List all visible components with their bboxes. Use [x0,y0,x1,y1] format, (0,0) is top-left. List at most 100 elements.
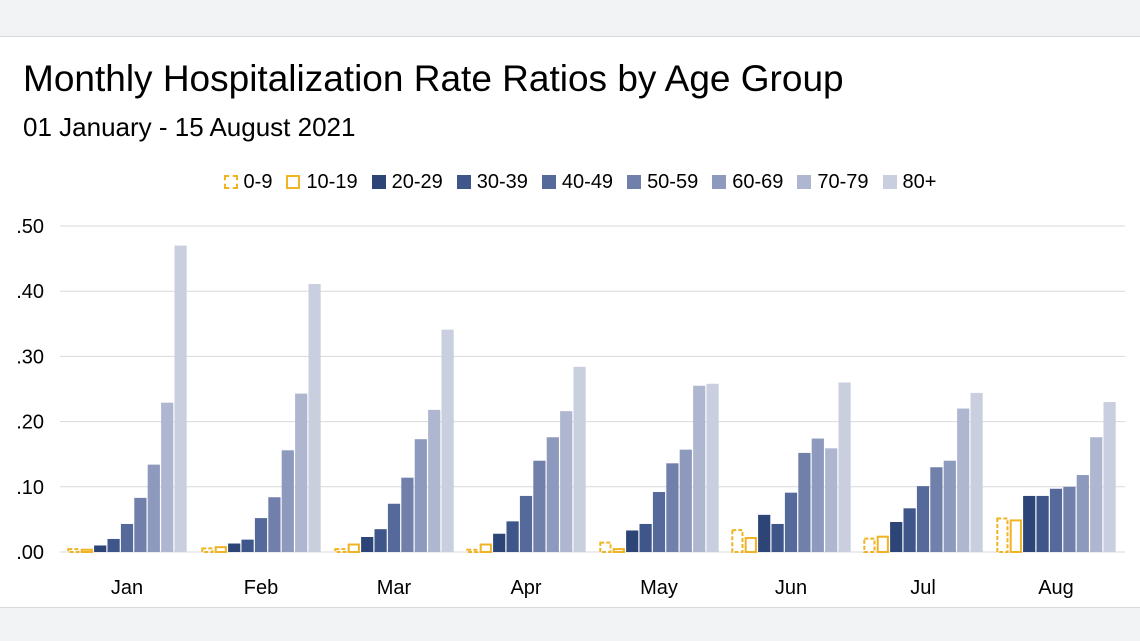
bar-feb-40-49 [254,518,268,552]
x-tick-label: Aug [1038,577,1074,599]
legend-label: 20-29 [391,170,443,193]
bar-aug-0-9 [996,517,1009,553]
bar-feb-20-29 [228,543,241,552]
legend-item: 60-69 [712,171,783,194]
legend-item: 30-39 [456,170,528,194]
bar-mar-50-59 [401,477,414,552]
bar-jan-40-49 [120,523,134,552]
x-tick-label: May [640,577,678,599]
chart-subtitle: 01 January - 15 August 2021 [23,112,356,142]
bar-aug-60-69 [1076,475,1089,552]
legend-swatch [456,175,471,189]
bar-may-70-79 [693,385,706,552]
bar-feb-70-79 [295,393,308,552]
bar-apr-10-19 [479,543,492,553]
bar-jun-50-59 [798,452,811,552]
bar-jul-30-39 [903,508,916,552]
bar-feb-80plus [308,284,321,552]
bar-jan-50-59 [134,497,147,552]
bar-aug-70-79 [1090,437,1103,552]
bar-mar-10-19 [347,543,360,553]
bar-may-30-39 [639,523,652,552]
legend-label: 70-79 [817,170,869,193]
bar-jun-80plus [838,382,851,552]
y-tick-label: .30 [16,346,44,368]
legend-label: 30-39 [476,170,528,193]
bar-may-0-9 [599,541,612,553]
bar-jul-70-79 [957,408,970,552]
bar-feb-50-59 [268,497,281,552]
bar-may-10-19 [612,548,625,554]
bar-mar-30-39 [374,529,387,552]
bar-apr-60-69 [546,437,559,552]
legend-item: 10-19 [286,170,358,194]
y-tick-label: .40 [16,281,44,303]
bar-mar-80plus [441,329,454,552]
x-tick-label: Feb [244,577,278,599]
bar-apr-40-49 [519,495,533,552]
bar-apr-70-79 [560,411,573,552]
bar-jun-70-79 [825,448,838,552]
bar-jun-60-69 [811,438,824,552]
bar-apr-50-59 [533,460,546,552]
bar-feb-0-9 [201,547,214,553]
legend-item: 0-9 [223,170,273,194]
x-tick-label: Mar [377,577,412,599]
bar-mar-40-49 [387,503,401,552]
legend-swatch [223,175,238,189]
bar-jan-80plus [174,245,187,552]
legend-swatch [882,175,897,189]
legend-label: 40-49 [561,170,614,193]
bar-jul-80plus [970,392,983,552]
bar-jan-30-39 [107,538,120,552]
bar-mar-20-29 [361,537,374,552]
bar-may-50-59 [666,463,679,552]
y-tick-label: .50 [16,216,44,238]
bar-feb-10-19 [214,546,227,554]
bar-mar-60-69 [414,439,427,552]
legend-label: 80+ [902,170,937,193]
x-tick-label: Jun [775,577,807,599]
x-tick-label: Jan [111,577,143,599]
legend-swatch [371,175,386,189]
bar-apr-0-9 [466,548,479,553]
bar-may-20-29 [626,530,639,552]
legend-item: 80+ [882,170,937,194]
legend-label: 10-19 [306,170,358,193]
bar-jun-40-49 [784,492,798,552]
bar-jul-10-19 [876,535,889,554]
legend-item: 50-59 [627,171,698,194]
bar-jan-60-69 [147,464,160,552]
bar-may-80plus [706,383,719,552]
bar-jun-30-39 [771,523,784,552]
bar-jun-0-9 [731,529,744,553]
legend-label: 0-9 [243,170,273,193]
chart-title: Monthly Hospitalization Rate Ratios by A… [23,58,844,99]
bar-jan-70-79 [161,402,174,552]
bar-jul-60-69 [943,460,956,552]
chart-legend: 0-9 10-19 20-29 30-39 40-49 50-59 60-69 70-79 80… [0,168,1140,196]
bar-apr-20-29 [493,533,506,552]
legend-label: 60-69 [732,170,784,193]
legend-swatch [712,175,727,189]
bar-aug-40-49 [1049,488,1063,552]
bar-jul-0-9 [863,537,876,554]
legend-swatch [627,175,642,189]
bar-jan-0-9 [67,548,80,554]
bar-mar-0-9 [334,548,347,554]
bar-mar-70-79 [428,409,441,552]
bar-jul-50-59 [930,467,943,552]
bar-aug-50-59 [1063,486,1076,552]
legend-item: 20-29 [371,170,443,194]
bar-aug-30-39 [1036,495,1049,552]
legend-label: 50-59 [647,170,699,193]
y-tick-label: .00 [16,542,44,564]
bar-jul-20-29 [890,522,903,552]
bar-jan-10-19 [80,548,93,553]
bar-jul-40-49 [916,486,930,552]
y-tick-label: .20 [16,412,44,434]
bar-feb-30-39 [241,539,254,552]
bar-aug-10-19 [1009,519,1022,554]
bar-apr-80plus [573,366,586,552]
